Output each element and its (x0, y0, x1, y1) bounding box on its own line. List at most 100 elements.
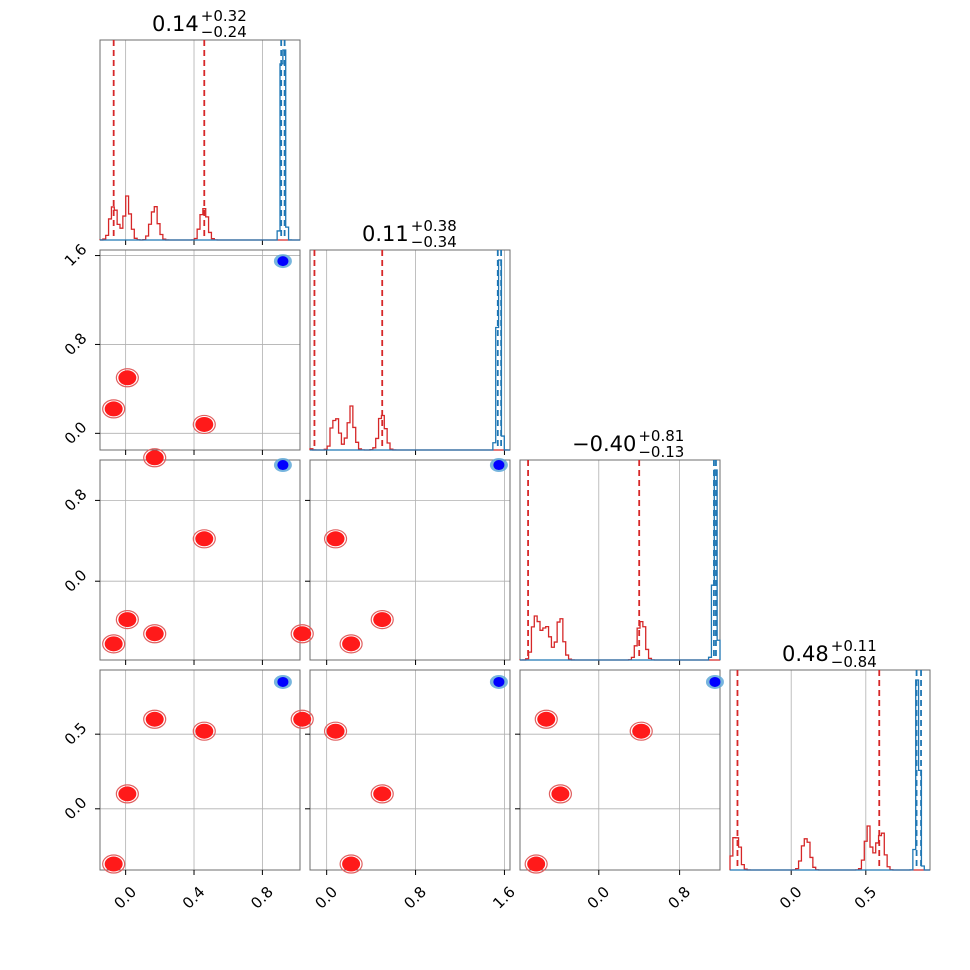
panel-title-minus-2: −0.13 (638, 443, 684, 461)
contour-2-0-3 (195, 531, 214, 547)
panel-title-plus-0: +0.32 (201, 7, 247, 25)
xtick-label-2-0: 0.0 (584, 883, 614, 913)
panel-2-0 (95, 459, 301, 665)
histogram-3-series-0 (729, 825, 930, 871)
contour-outer-3-1-2 (290, 709, 314, 729)
panel-3-0 (95, 669, 301, 875)
panel-2-2 (519, 459, 721, 665)
xtick-label-1-0: 0.0 (312, 883, 342, 913)
xtick-label-1-1: 0.8 (400, 883, 430, 913)
ytick-label-3-1: 0.5 (61, 719, 91, 749)
xtick-label-0-0: 0.0 (110, 883, 140, 913)
contour-outer-3-2-3 (629, 721, 653, 741)
panel-frame-1-0 (99, 249, 301, 451)
panel-3-1 (305, 669, 511, 875)
panels (95, 39, 931, 875)
panel-title-1: 0.11 (362, 222, 409, 246)
contour-3-2-2 (537, 711, 556, 727)
contour-outer-2-1-3 (323, 529, 348, 549)
contour-outer-3-2-0 (524, 854, 548, 874)
contour-outer-3-0-3 (192, 721, 216, 741)
contour-3-0-3 (195, 723, 214, 739)
panel-title-plus-3: +0.11 (831, 637, 877, 655)
histogram-3-series-1 (730, 679, 930, 871)
contour-outer-2-0-3 (192, 529, 216, 549)
contour-outer-2-1-2 (290, 624, 314, 644)
contour-outer-1-0-2 (143, 448, 167, 468)
contour-outer-2-1-0 (339, 634, 363, 654)
panel-title-minus-0: −0.24 (201, 23, 247, 41)
panel-frame-3-3 (729, 669, 931, 871)
histogram-1-series-0 (309, 405, 510, 451)
contour-blue-3-2-0 (709, 676, 721, 687)
contour-3-1-2 (293, 711, 312, 727)
contour-3-1-0 (342, 856, 361, 872)
contour-3-2-3 (632, 723, 651, 739)
contour-2-0-1 (118, 612, 137, 628)
ytick-label-2-0: 0.0 (61, 566, 91, 596)
xtick-label-3-0: 0.0 (776, 883, 806, 913)
contour-outer-3-1-3 (323, 721, 348, 741)
contour-3-2-1 (551, 786, 570, 802)
contour-2-1-1 (373, 612, 392, 628)
panel-title-3: 0.48 (782, 642, 829, 666)
xtick-label-2-1: 0.8 (664, 883, 694, 913)
contour-outer-3-2-1 (548, 784, 573, 804)
contour-outer-3-2-2 (534, 709, 558, 729)
contour-2-0-0 (104, 636, 123, 652)
ytick-label-3-0: 0.0 (61, 794, 91, 824)
contour-1-0-0 (104, 401, 123, 417)
histogram-1-series-1 (310, 259, 510, 451)
contour-blue-1-0-0 (277, 256, 289, 267)
contour-outer-2-1-1 (370, 609, 394, 630)
panel-1-0 (95, 249, 301, 455)
panel-title-plus-1: +0.38 (411, 217, 457, 235)
ytick-label-1-2: 1.6 (61, 240, 91, 270)
panel-2-1 (305, 459, 511, 665)
contour-outer-3-0-2 (143, 709, 167, 729)
panel-frame-1-1 (309, 249, 511, 451)
contour-3-0-2 (145, 711, 164, 727)
contour-1-0-1 (118, 370, 137, 386)
panel-frame-3-1 (309, 669, 511, 871)
panel-title-minus-1: −0.34 (411, 233, 457, 251)
panel-3-2 (515, 669, 721, 875)
ytick-label-1-0: 0.0 (61, 418, 91, 448)
histogram-0-series-1 (100, 49, 300, 241)
xtick-label-1-2: 1.6 (489, 883, 519, 913)
xtick-label-0-1: 0.4 (179, 883, 209, 913)
contour-2-0-2 (145, 626, 164, 642)
panel-frame-3-0 (99, 669, 301, 871)
contour-outer-3-1-1 (370, 784, 394, 804)
contour-2-1-0 (342, 636, 361, 652)
panel-1-1 (309, 249, 511, 455)
xtick-label-0-2: 0.8 (247, 883, 277, 913)
contour-outer-2-0-1 (115, 609, 139, 630)
contour-3-0-1 (118, 786, 137, 802)
contour-3-0-0 (104, 856, 123, 872)
contour-outer-3-1-0 (339, 854, 363, 874)
xtick-label-3-1: 0.5 (851, 883, 881, 913)
contour-outer-1-0-0 (102, 399, 126, 419)
histogram-2-series-0 (519, 615, 720, 661)
panel-title-0: 0.14 (152, 12, 199, 36)
contour-3-2-0 (527, 856, 546, 872)
contour-2-1-3 (326, 531, 345, 547)
contour-blue-3-0-0 (277, 676, 289, 687)
contour-outer-1-0-1 (115, 368, 139, 388)
contour-outer-1-0-3 (192, 414, 216, 435)
contour-1-0-3 (195, 416, 214, 432)
marks (99, 40, 930, 874)
contour-2-1-2 (293, 626, 312, 642)
contour-outer-2-0-0 (102, 634, 126, 654)
ytick-label-2-1: 0.8 (61, 485, 91, 515)
contour-blue-2-1-0 (493, 460, 505, 471)
contour-blue-3-1-0 (493, 676, 505, 687)
panel-3-3 (729, 669, 931, 875)
panel-frame-3-2 (519, 669, 721, 871)
panel-frame-2-0 (99, 459, 301, 661)
contour-outer-3-0-1 (115, 784, 139, 804)
contour-blue-2-0-0 (277, 460, 289, 471)
contour-1-0-2 (145, 450, 164, 466)
